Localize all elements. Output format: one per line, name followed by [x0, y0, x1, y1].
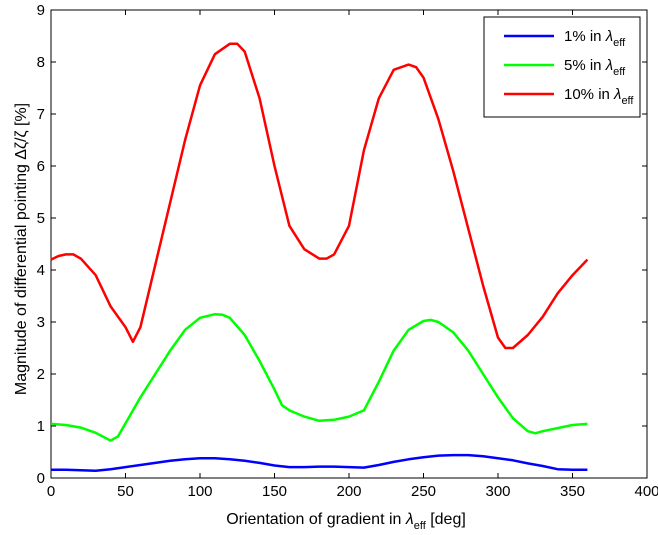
- y-tick-label: 3: [37, 314, 45, 331]
- y-axis-title: Magnitude of differential pointing Δζ/ζ …: [13, 103, 30, 395]
- y-tick-label: 1: [37, 418, 45, 435]
- y-tick-label: 4: [37, 262, 45, 279]
- y-tick-label: 8: [37, 54, 45, 71]
- x-tick-label: 0: [47, 483, 55, 500]
- y-tick-label: 6: [37, 158, 45, 175]
- series-line-1: [51, 453, 588, 472]
- y-tick-label: 7: [37, 106, 45, 123]
- x-tick-label: 100: [187, 483, 212, 500]
- x-axis-title-suffix: [deg]: [426, 511, 466, 528]
- x-tick-label: 300: [485, 483, 510, 500]
- y-tick-label: 5: [37, 210, 45, 227]
- x-tick-label: 50: [117, 483, 134, 500]
- x-axis-title-symbol: λ: [405, 511, 414, 528]
- x-tick-label: 250: [411, 483, 436, 500]
- x-axis-ticks: 0 50 100 150 200 250 300 350 400: [47, 10, 658, 500]
- y-axis-ticks: 0 1 2 3 4 5 6 7 8 9: [37, 2, 647, 487]
- x-axis-title: Orientation of gradient in λeff [deg]: [226, 511, 466, 532]
- legend-label-2: 5% in λeff: [564, 57, 626, 78]
- legend-label-1: 1% in λeff: [564, 28, 626, 49]
- x-tick-label: 200: [336, 483, 361, 500]
- x-tick-label: 350: [560, 483, 585, 500]
- y-tick-label: 9: [37, 2, 45, 19]
- x-tick-label: 150: [262, 483, 287, 500]
- legend-box: [483, 16, 641, 118]
- legend: 1% in λeff 5% in λeff 10% in λeff: [483, 16, 641, 118]
- y-tick-label: 2: [37, 366, 45, 383]
- x-tick-label: 400: [634, 483, 658, 500]
- legend-label-3: 10% in λeff: [564, 86, 634, 107]
- series-line-3: [50, 42, 589, 350]
- y-tick-label: 0: [37, 470, 45, 487]
- x-axis-title-subscript: eff: [414, 520, 427, 532]
- series-line-2: [50, 312, 588, 442]
- series-lines: [50, 42, 589, 472]
